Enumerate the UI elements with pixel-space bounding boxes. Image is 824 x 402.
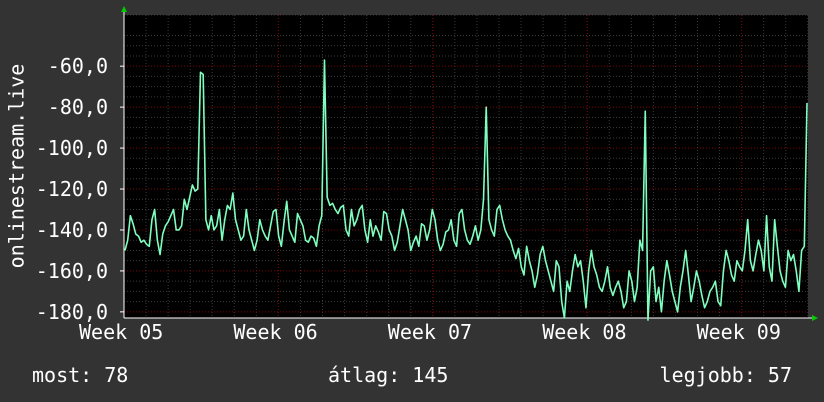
stat-current: most: 78 xyxy=(32,363,129,387)
y-tick-label: -180,0 xyxy=(36,300,108,324)
axes xyxy=(120,6,818,321)
stat-best: legjobb: 57 xyxy=(659,363,792,387)
y-axis-label: onlinestream.live xyxy=(5,64,29,269)
x-tick-label: Week 08 xyxy=(542,320,626,344)
plot-area xyxy=(124,15,808,318)
x-tick-label: Week 06 xyxy=(233,320,317,344)
grid xyxy=(123,14,809,318)
x-tick-label: Week 05 xyxy=(79,320,163,344)
y-tick-label: -160,0 xyxy=(36,259,108,283)
tick-labels: -60,0 -80,0 -100,0 -120,0 -140,0 -160,0 -180,0… xyxy=(36,54,781,344)
y-tick-label: -80,0 xyxy=(48,95,108,119)
series-line xyxy=(124,59,808,321)
stat-average: átlag: 145 xyxy=(328,363,449,387)
x-tick-label: Week 07 xyxy=(388,320,472,344)
series-line-path xyxy=(124,59,808,321)
y-tick-label: -120,0 xyxy=(36,177,108,201)
x-tick-label: Week 09 xyxy=(697,320,781,344)
y-tick-label: -100,0 xyxy=(36,136,108,160)
y-axis-arrow xyxy=(121,6,127,12)
y-tick-label: -60,0 xyxy=(48,54,108,78)
x-axis-arrow xyxy=(812,315,818,321)
y-tick-label: -140,0 xyxy=(36,218,108,242)
